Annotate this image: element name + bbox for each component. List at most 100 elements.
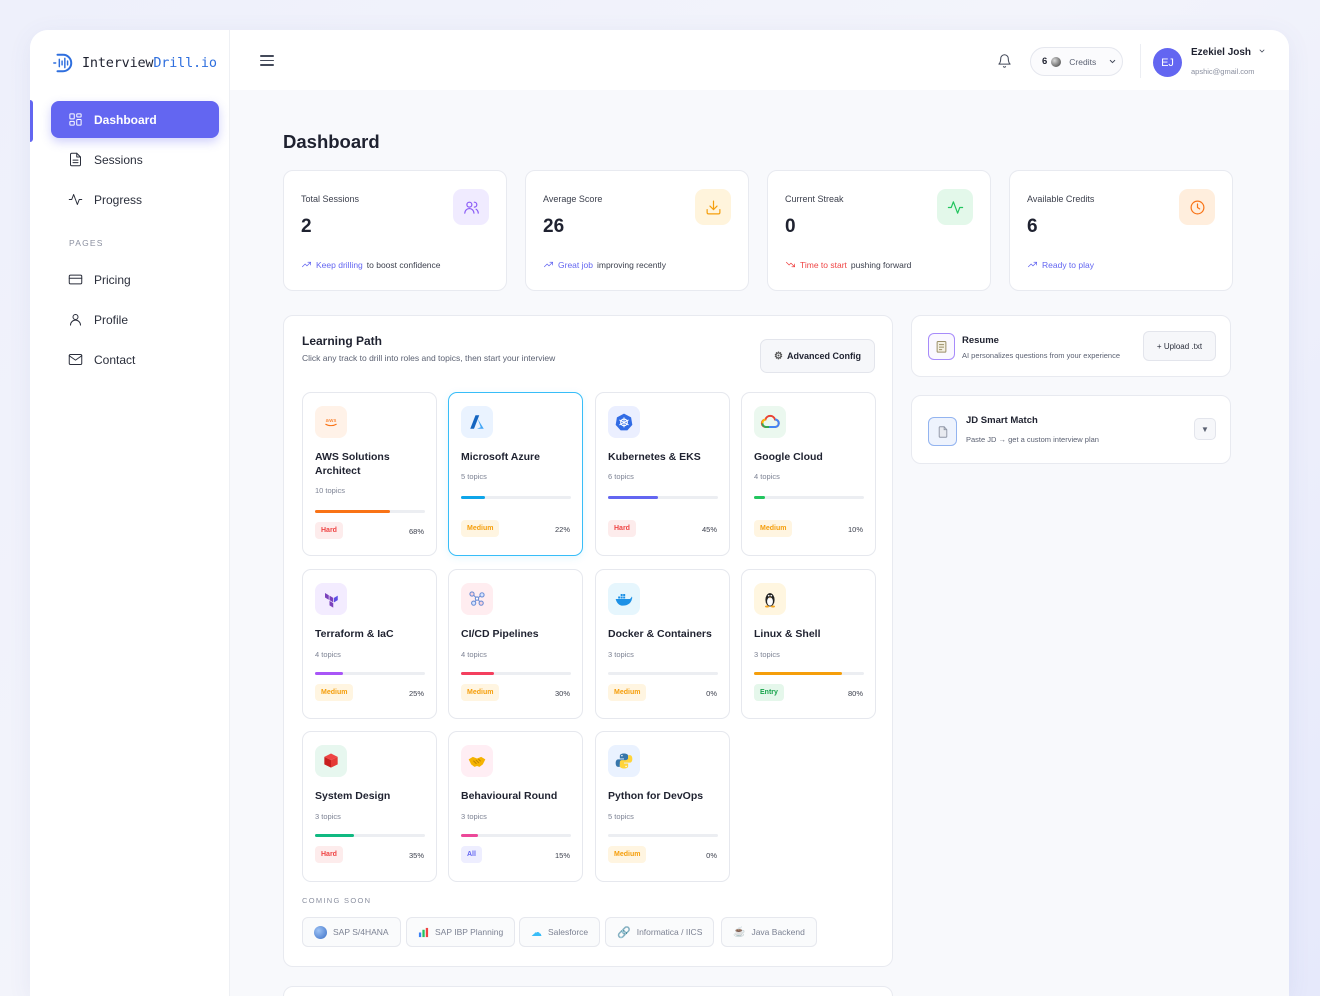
kubernetes-icon — [608, 406, 640, 438]
pulse-icon — [947, 200, 963, 214]
stat-icon-box — [453, 189, 489, 225]
stat-label: Available Credits — [1027, 194, 1095, 204]
link-icon: 🔗 — [617, 926, 631, 939]
track-topics: 4 topics — [461, 650, 487, 659]
avatar[interactable]: EJ — [1153, 48, 1182, 77]
track-card-kubernetes-eks[interactable]: Kubernetes & EKS 6 topics Hard 45% — [595, 392, 730, 556]
track-name: Kubernetes & EKS — [608, 451, 701, 463]
track-progress-bar — [608, 496, 718, 499]
menu-toggle-icon[interactable] — [260, 55, 274, 66]
stat-icon-box — [1179, 189, 1215, 225]
logo-icon — [53, 53, 73, 73]
sidebar-item-contact[interactable]: Contact — [51, 341, 219, 378]
jd-match-toggle[interactable]: ▼ — [1194, 418, 1216, 440]
google-cloud-icon — [754, 406, 786, 438]
difficulty-badge: All — [461, 846, 482, 863]
coin-icon — [1051, 56, 1062, 67]
upload-resume-button[interactable]: + Upload .txt — [1143, 331, 1216, 361]
sidebar-item-label: Progress — [94, 192, 143, 207]
cloud-icon: ☁ — [531, 926, 542, 939]
coming-soon-chip: SAP S/4HANA — [302, 917, 401, 947]
stat-value: 6 — [1027, 216, 1038, 237]
jd-match-title: JD Smart Match — [966, 415, 1038, 426]
difficulty-badge: Medium — [608, 846, 647, 863]
sidebar-item-progress[interactable]: Progress — [51, 181, 219, 218]
chip-label: Salesforce — [548, 927, 589, 937]
mail-icon — [68, 354, 83, 365]
difficulty-badge: Hard — [315, 846, 343, 863]
clipboard-icon — [928, 333, 955, 360]
note-highlight: Keep drilling — [316, 259, 363, 270]
bell-icon[interactable] — [997, 53, 1012, 69]
resume-subtitle: AI personalizes questions from your expe… — [962, 351, 1120, 360]
track-percent: 10% — [847, 525, 863, 534]
track-name: Microsoft Azure — [461, 451, 540, 463]
stat-note: Ready to play — [1027, 259, 1094, 270]
track-card-ci-cd-pipelines[interactable]: CI/CD Pipelines 4 topics Medium 30% — [448, 569, 583, 719]
cube-icon — [315, 745, 347, 777]
sidebar-item-profile[interactable]: Profile — [51, 301, 219, 338]
track-card-aws-solutions-architect[interactable]: aws AWS Solutions Architect 10 topics Hard 6… — [302, 392, 437, 556]
user-menu[interactable]: Ezekiel Josh — [1191, 47, 1266, 58]
track-card-microsoft-azure[interactable]: Microsoft Azure 5 topics Medium 22% — [448, 392, 583, 556]
track-percent: 35% — [408, 851, 424, 860]
track-name: CI/CD Pipelines — [461, 628, 539, 640]
stat-card-total-sessions: Total Sessions 2 Keep drilling to boost … — [283, 170, 507, 291]
stat-note: Great job improving recently — [543, 259, 666, 270]
stat-note: Keep drilling to boost confidence — [301, 259, 441, 270]
sidebar-item-dashboard[interactable]: Dashboard — [51, 101, 219, 138]
track-percent: 30% — [554, 689, 570, 698]
page-title: Dashboard — [283, 131, 380, 152]
chip-label: Java Backend — [751, 927, 805, 937]
learning-path-title: Learning Path — [302, 334, 383, 348]
track-topics: 3 topics — [754, 650, 780, 659]
globe-icon — [314, 925, 327, 939]
stat-label: Current Streak — [785, 194, 844, 204]
track-topics: 5 topics — [461, 472, 487, 481]
track-card-system-design[interactable]: System Design 3 topics Hard 35% — [302, 731, 437, 882]
difficulty-badge: Hard — [608, 520, 636, 537]
stat-label: Total Sessions — [301, 194, 360, 204]
track-name: System Design — [315, 790, 391, 802]
pipeline-icon — [461, 583, 493, 615]
track-card-google-cloud[interactable]: Google Cloud 4 topics Medium 10% — [741, 392, 876, 556]
card-icon — [68, 274, 83, 285]
document-icon — [928, 417, 957, 446]
track-percent: 80% — [847, 689, 863, 698]
track-name: Docker & Containers — [608, 628, 712, 640]
credits-count: 6 — [1042, 56, 1048, 67]
difficulty-badge: Medium — [315, 684, 354, 701]
app-window: InterviewDrill.io Dashboard Sessions Pro… — [30, 30, 1289, 996]
handshake-icon — [461, 745, 493, 777]
jd-match-subtitle: Paste JD → get a custom interview plan — [966, 435, 1099, 444]
credits-dropdown[interactable]: 6 Credits — [1030, 47, 1123, 76]
track-card-linux-shell[interactable]: Linux & Shell 3 topics Entry 80% — [741, 569, 876, 719]
track-card-python-for-devops[interactable]: Python for DevOps 5 topics Medium 0% — [595, 731, 730, 882]
track-percent: 68% — [408, 527, 424, 536]
stat-card-average-score: Average Score 26 Great job improving rec… — [525, 170, 749, 291]
track-card-docker-containers[interactable]: Docker & Containers 3 topics Medium 0% — [595, 569, 730, 719]
sidebar-item-sessions[interactable]: Sessions — [51, 141, 219, 178]
track-card-terraform-iac[interactable]: Terraform & IaC 4 topics Medium 25% — [302, 569, 437, 719]
chevron-down-icon — [1110, 59, 1116, 64]
sidebar: InterviewDrill.io Dashboard Sessions Pro… — [30, 30, 230, 996]
sidebar-item-pricing[interactable]: Pricing — [51, 261, 219, 298]
sidebar-item-label: Pricing — [94, 272, 131, 287]
document-icon — [70, 152, 81, 167]
linux-icon — [754, 583, 786, 615]
advanced-config-button[interactable]: ⚙ Advanced Config — [760, 339, 875, 373]
chip-label: Informatica / IICS — [636, 927, 703, 937]
stat-card-available-credits: Available Credits 6 Ready to play — [1009, 170, 1233, 291]
track-percent: 25% — [408, 689, 424, 698]
track-progress-bar — [461, 672, 571, 675]
stat-value: 26 — [543, 216, 565, 237]
track-topics: 3 topics — [315, 812, 341, 821]
stat-value: 2 — [301, 216, 312, 237]
sidebar-item-label: Profile — [94, 312, 129, 327]
brand-logo[interactable]: InterviewDrill.io — [52, 52, 217, 74]
header-divider — [1140, 44, 1141, 78]
chip-label: SAP IBP Planning — [435, 927, 504, 937]
track-progress-bar — [754, 496, 864, 499]
track-card-behavioural-round[interactable]: Behavioural Round 3 topics All 15% — [448, 731, 583, 882]
trend-up-icon — [544, 261, 553, 268]
